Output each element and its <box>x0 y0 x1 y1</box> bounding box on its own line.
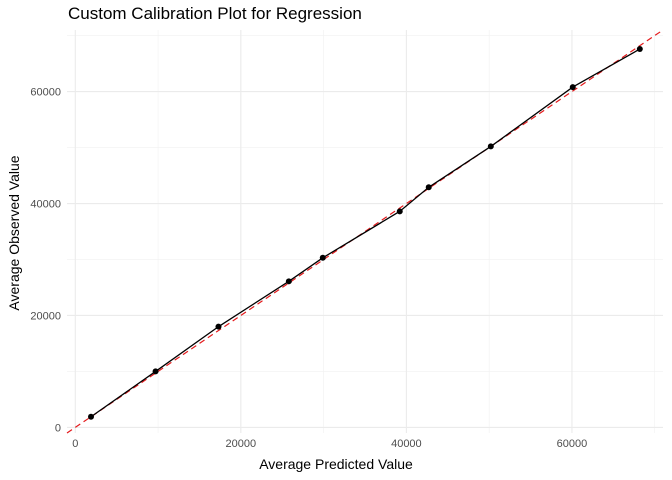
calibration-point <box>285 278 292 285</box>
x-tick-label: 40000 <box>391 438 422 450</box>
x-tick-label: 60000 <box>557 438 588 450</box>
minor-gridlines <box>67 30 663 433</box>
x-tick-labels: 0 20000 40000 60000 <box>72 438 587 450</box>
y-axis-label: Average Observed Value <box>6 155 22 311</box>
series-group <box>88 46 643 420</box>
y-tick-labels: 0 20000 40000 60000 <box>30 87 61 435</box>
x-tick-label: 20000 <box>226 438 257 450</box>
calibration-line <box>90 48 641 418</box>
calibration-point <box>487 143 494 150</box>
y-tick-label: 0 <box>55 422 61 434</box>
calibration-point <box>88 413 95 420</box>
calibration-point <box>636 46 643 53</box>
calibration-point <box>569 84 576 91</box>
calibration-point <box>396 208 403 215</box>
calibration-point <box>319 254 326 261</box>
y-tick-label: 60000 <box>30 87 61 99</box>
calibration-point <box>152 368 159 375</box>
major-gridlines <box>67 30 663 433</box>
x-axis-label: Average Predicted Value <box>259 456 413 472</box>
y-tick-label: 20000 <box>30 310 61 322</box>
chart-title: Custom Calibration Plot for Regression <box>68 4 362 23</box>
calibration-point <box>215 323 222 330</box>
y-tick-label: 40000 <box>30 199 61 211</box>
x-tick-label: 0 <box>72 438 78 450</box>
calibration-point <box>425 184 432 191</box>
